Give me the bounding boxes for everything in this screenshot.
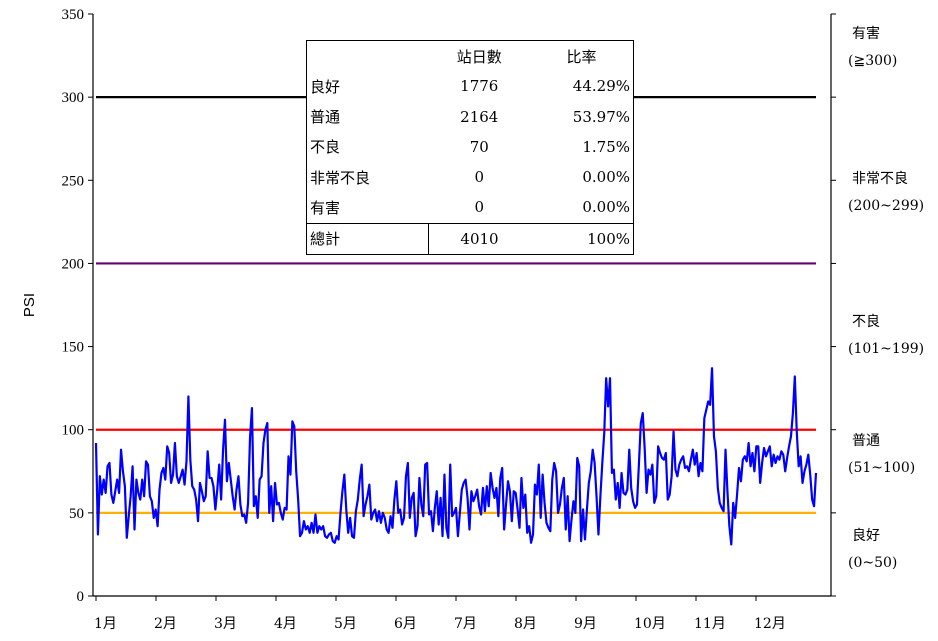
table-cell: 53.97% (572, 107, 630, 126)
table-cell: 0.00% (582, 168, 630, 187)
y-tick-label: 0 (77, 589, 85, 605)
table-cell: 100% (530, 222, 634, 255)
table-cell: 70 (469, 137, 489, 156)
y-tick-label: 50 (69, 506, 84, 522)
category-label: 不良 (852, 314, 880, 330)
table-cell: 44.29% (572, 77, 630, 96)
table-cell: 非常不良 (310, 168, 371, 187)
category-label: 有害 (852, 26, 880, 42)
category-label: 非常不良 (852, 171, 908, 187)
x-tick-label: 7月 (454, 616, 477, 632)
table-header-cell (307, 41, 429, 72)
category-range: (0~50) (848, 555, 897, 571)
table-cell: 1776 (460, 77, 499, 96)
table-cell: 有害 (310, 198, 341, 217)
x-tick-label: 4月 (274, 616, 297, 632)
table-cell: 0 (474, 198, 485, 217)
table-cell: 良好 (310, 77, 341, 96)
x-tick-label: 9月 (574, 616, 597, 632)
x-tick-label: 5月 (334, 616, 357, 632)
table-header-row: 站日數 比率 (307, 41, 634, 72)
table-row: 不良 70 1.75% (307, 132, 634, 162)
category-range: (51~100) (848, 460, 915, 476)
category-range: (≧300) (848, 53, 897, 69)
series-layer (94, 367, 818, 546)
x-tick-label: 2月 (154, 616, 177, 632)
y-axis-label: PSI (21, 293, 38, 317)
category-label: 普通 (852, 433, 880, 449)
x-tick-label: 1月 (94, 616, 117, 632)
category-range: (101~199) (848, 341, 924, 357)
table-total-row: 總計 4010 100% (306, 222, 634, 255)
y-tick-label: 200 (62, 256, 85, 272)
x-tick-label: 12月 (754, 616, 786, 632)
category-label: 良好 (852, 528, 880, 544)
table-row: 良好 1776 44.29% (307, 71, 634, 101)
x-tick-label: 11月 (694, 616, 726, 632)
x-tick-label: 3月 (214, 616, 237, 632)
table-cell: 普通 (310, 108, 341, 127)
x-tick-label: 10月 (634, 616, 666, 632)
table-cell: 0 (474, 168, 485, 187)
category-labels: 有害 (≧300) 非常不良 (200~299) 不良 (101~199) 普通 (51~10… (848, 26, 924, 571)
y-tick-label: 150 (62, 340, 85, 356)
category-range: (200~299) (848, 198, 924, 214)
table-cell: 4010 (428, 222, 530, 255)
y-tick-label: 300 (62, 90, 85, 106)
x-ticks: 1月 2月 3月 4月 5月 6月 7月 8月 9月 10月 11月 12月 (94, 596, 786, 632)
x-tick-label: 6月 (394, 616, 417, 632)
table-cell: 1.75% (582, 137, 630, 156)
table-row: 有害 0 0.00% (307, 192, 634, 223)
table-header-cell: 比率 (566, 47, 597, 66)
table-cell: 0.00% (582, 198, 630, 217)
stats-table: 站日數 比率 良好 1776 44.29% 普通 2164 53.97% 不良 70 1.75%… (306, 40, 634, 255)
table-cell: 2164 (460, 107, 499, 126)
table-cell: 總計 (306, 222, 429, 255)
series-line (94, 367, 818, 546)
x-tick-label: 8月 (514, 616, 537, 632)
table-header-cell: 站日數 (456, 47, 502, 66)
y-tick-label: 350 (62, 7, 85, 23)
table-cell: 不良 (310, 138, 341, 157)
table-row: 非常不良 0 0.00% (307, 162, 634, 192)
y-tick-label: 100 (62, 423, 85, 439)
y-ticks: 0 50 100 150 200 250 300 350 (62, 7, 836, 605)
table-row: 普通 2164 53.97% (307, 102, 634, 132)
y-tick-label: 250 (62, 173, 85, 189)
